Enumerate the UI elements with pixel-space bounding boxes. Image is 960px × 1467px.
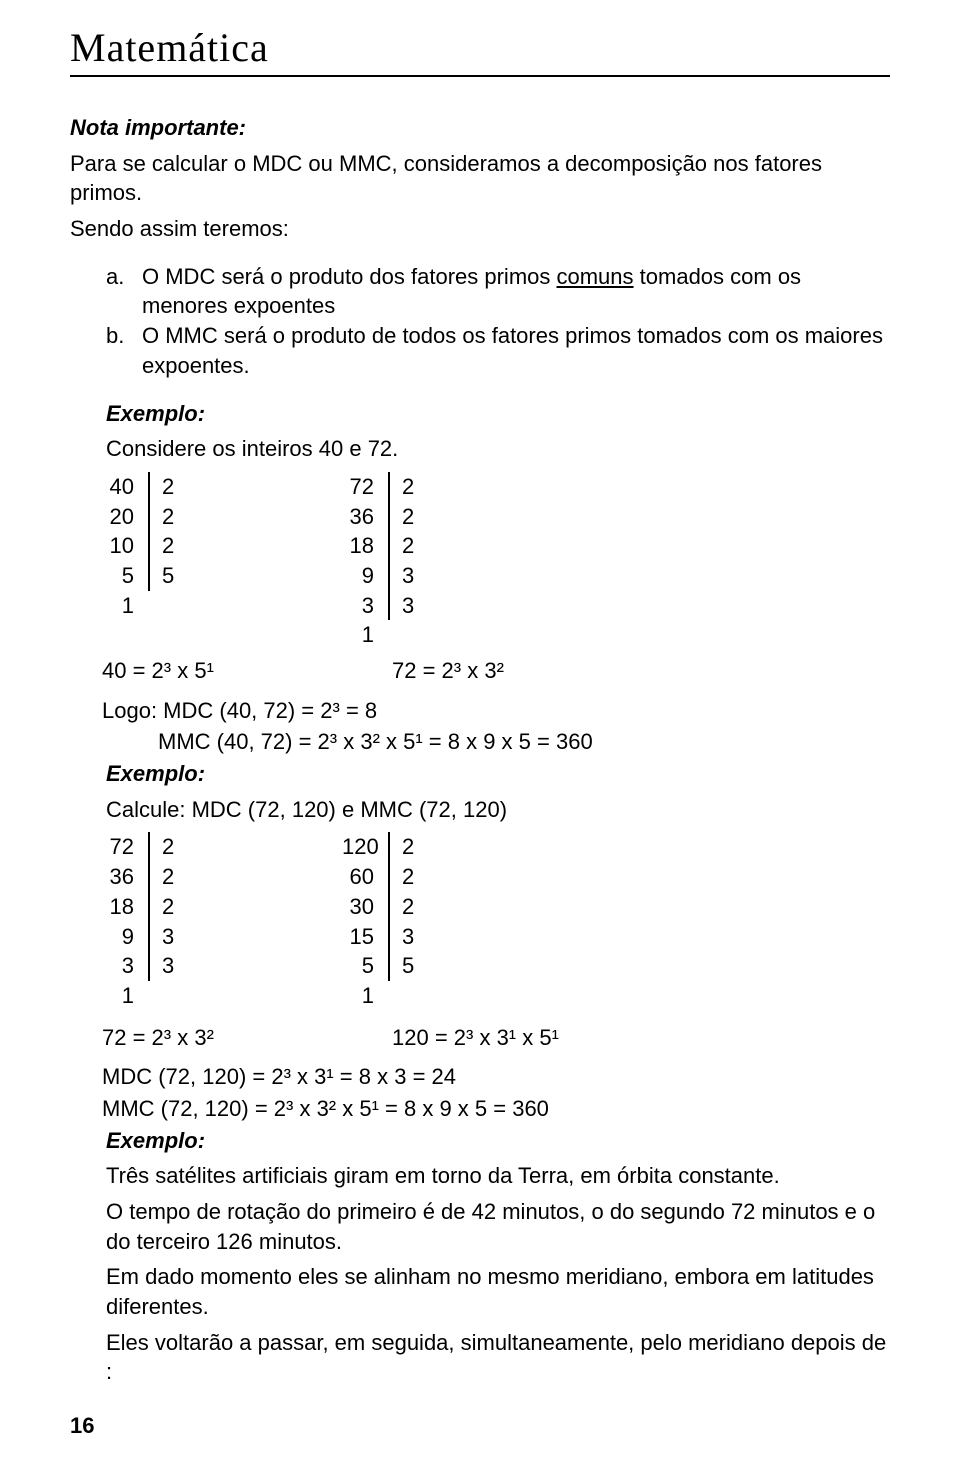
example1-label: Exemplo: bbox=[70, 399, 890, 429]
table-cell bbox=[148, 591, 194, 621]
table-cell: 2 bbox=[148, 531, 194, 561]
subject-title: Matemática bbox=[70, 24, 890, 77]
example1-desc: Considere os inteiros 40 e 72. bbox=[70, 434, 890, 464]
table-cell bbox=[148, 981, 194, 1011]
intro-p1: Para se calcular o MDC ou MMC, considera… bbox=[70, 149, 890, 208]
intro-item-a-underlined: comuns bbox=[557, 264, 634, 289]
table-cell: 30 bbox=[342, 892, 388, 922]
table-cell: 120 bbox=[342, 832, 388, 862]
example2-left-res: 72 = 2³ x 3² bbox=[102, 1023, 392, 1053]
table-cell: 72 bbox=[342, 472, 388, 502]
table-cell bbox=[388, 981, 434, 1011]
example3-p3: Em dado momento eles se alinham no mesmo… bbox=[70, 1262, 890, 1321]
table-cell: 1 bbox=[102, 591, 148, 621]
example1-left-table: 402 202 102 55 1 bbox=[102, 472, 302, 620]
intro-p2: Sendo assim teremos: bbox=[70, 214, 890, 244]
intro-item-a-before: O MDC será o produto dos fatores primos bbox=[142, 264, 557, 289]
example1-factor-block: 402 202 102 55 1 722 362 182 93 33 1 bbox=[102, 472, 890, 650]
intro-item-a: a. O MDC será o produto dos fatores prim… bbox=[70, 262, 890, 321]
table-cell: 3 bbox=[148, 922, 194, 952]
intro-item-b-marker: b. bbox=[106, 321, 142, 380]
table-cell: 2 bbox=[148, 892, 194, 922]
table-cell: 5 bbox=[102, 561, 148, 591]
example3-label: Exemplo: bbox=[70, 1126, 890, 1156]
example2-desc: Calcule: MDC (72, 120) e MMC (72, 120) bbox=[70, 795, 890, 825]
table-cell: 40 bbox=[102, 472, 148, 502]
example2-left-table: 722 362 182 93 33 1 bbox=[102, 832, 302, 1010]
table-cell: 3 bbox=[388, 561, 434, 591]
example1-results: 40 = 2³ x 5¹ 72 = 2³ x 3² bbox=[102, 656, 890, 686]
table-cell: 3 bbox=[148, 951, 194, 981]
table-cell: 18 bbox=[102, 892, 148, 922]
example1-logo2: MMC (40, 72) = 2³ x 3² x 5¹ = 8 x 9 x 5 … bbox=[102, 727, 890, 757]
table-cell: 36 bbox=[102, 862, 148, 892]
table-cell: 2 bbox=[388, 502, 434, 532]
table-cell: 10 bbox=[102, 531, 148, 561]
table-cell: 36 bbox=[342, 502, 388, 532]
table-cell: 15 bbox=[342, 922, 388, 952]
example2-right-res: 120 = 2³ x 3¹ x 5¹ bbox=[392, 1023, 890, 1053]
example1-right-table: 722 362 182 93 33 1 bbox=[342, 472, 542, 650]
example3-p2: O tempo de rotação do primeiro é de 42 m… bbox=[70, 1197, 890, 1256]
intro-item-b: b. O MMC será o produto de todos os fato… bbox=[70, 321, 890, 380]
table-cell: 1 bbox=[342, 620, 388, 650]
table-cell: 1 bbox=[102, 981, 148, 1011]
table-cell: 3 bbox=[342, 591, 388, 621]
table-cell: 20 bbox=[102, 502, 148, 532]
intro-item-a-marker: a. bbox=[106, 262, 142, 321]
intro-title: Nota importante: bbox=[70, 113, 890, 143]
table-cell: 5 bbox=[342, 951, 388, 981]
example2-line2: MMC (72, 120) = 2³ x 3² x 5¹ = 8 x 9 x 5… bbox=[102, 1094, 890, 1124]
example2-line1: MDC (72, 120) = 2³ x 3¹ = 8 x 3 = 24 bbox=[102, 1062, 890, 1092]
page-number: 16 bbox=[70, 1413, 94, 1439]
subject-title-text: Matemática bbox=[70, 25, 269, 70]
table-cell: 5 bbox=[388, 951, 434, 981]
table-cell: 72 bbox=[102, 832, 148, 862]
table-cell: 2 bbox=[388, 832, 434, 862]
example2-label: Exemplo: bbox=[70, 759, 890, 789]
table-cell: 1 bbox=[342, 981, 388, 1011]
table-cell: 18 bbox=[342, 531, 388, 561]
table-cell: 3 bbox=[388, 591, 434, 621]
table-cell: 5 bbox=[148, 561, 194, 591]
table-cell: 9 bbox=[102, 922, 148, 952]
example1-left-res: 40 = 2³ x 5¹ bbox=[102, 656, 392, 686]
example1-logo1: Logo: MDC (40, 72) = 2³ = 8 bbox=[102, 696, 890, 726]
table-cell: 2 bbox=[148, 862, 194, 892]
page: Matemática Nota importante: Para se calc… bbox=[0, 0, 960, 1467]
table-cell: 3 bbox=[102, 951, 148, 981]
content: Nota importante: Para se calcular o MDC … bbox=[70, 113, 890, 1387]
table-cell: 2 bbox=[388, 472, 434, 502]
example3-p4: Eles voltarão a passar, em seguida, simu… bbox=[70, 1328, 890, 1387]
example1-right-res: 72 = 2³ x 3² bbox=[392, 656, 890, 686]
example1-logo2-text: MMC (40, 72) = 2³ x 3² x 5¹ = 8 x 9 x 5 … bbox=[158, 729, 593, 754]
table-cell: 2 bbox=[148, 472, 194, 502]
table-cell: 2 bbox=[388, 862, 434, 892]
table-cell: 2 bbox=[388, 892, 434, 922]
table-cell: 9 bbox=[342, 561, 388, 591]
intro-item-a-body: O MDC será o produto dos fatores primos … bbox=[142, 262, 890, 321]
example2-right-table: 1202 602 302 153 55 1 bbox=[342, 832, 542, 1010]
table-cell bbox=[388, 620, 434, 650]
intro-item-b-body: O MMC será o produto de todos os fatores… bbox=[142, 321, 890, 380]
example3-p1: Três satélites artificiais giram em torn… bbox=[70, 1161, 890, 1191]
example2-factor-block: 722 362 182 93 33 1 1202 602 302 153 55 … bbox=[102, 832, 890, 1010]
table-cell: 2 bbox=[148, 832, 194, 862]
table-cell: 60 bbox=[342, 862, 388, 892]
example2-results: 72 = 2³ x 3² 120 = 2³ x 3¹ x 5¹ bbox=[102, 1023, 890, 1053]
table-cell: 2 bbox=[148, 502, 194, 532]
table-cell: 3 bbox=[388, 922, 434, 952]
table-cell: 2 bbox=[388, 531, 434, 561]
